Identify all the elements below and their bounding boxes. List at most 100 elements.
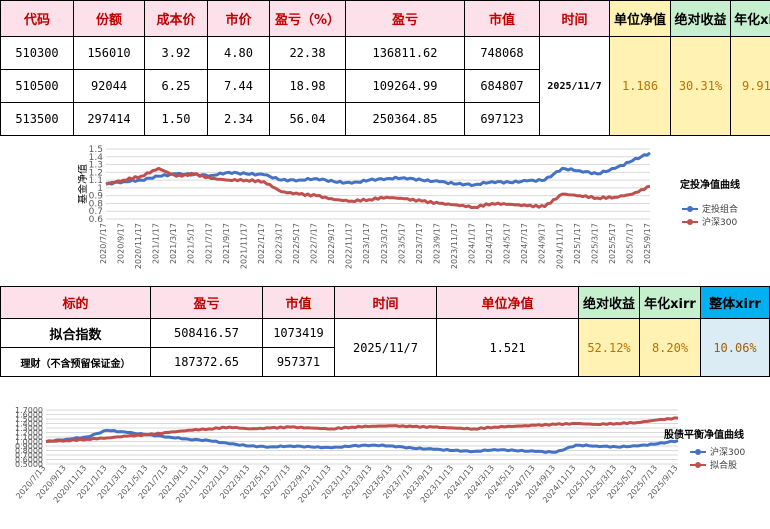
x-tick-label: 2022/7/17 xyxy=(310,223,319,264)
table-row-cell: 92044 xyxy=(73,69,145,103)
y-tick-label: 0.9000 xyxy=(15,442,43,451)
x-tick-label: 2023/7/17 xyxy=(415,223,424,264)
x-tick-label: 2022/9/17 xyxy=(327,223,336,264)
x-tick-label: 2024/5/17 xyxy=(503,223,512,264)
x-tick-label: 2025/5/17 xyxy=(608,223,617,264)
y-tick-label: 1.1 xyxy=(89,176,103,186)
legend-marker xyxy=(695,462,701,468)
table-row-cell: 697123 xyxy=(464,102,540,136)
x-tick-label: 2023/1/17 xyxy=(362,223,371,264)
y-tick-label: 0.7000 xyxy=(15,451,43,460)
y-tick-label: 0.8000 xyxy=(15,447,43,456)
header-abs-return: 绝对收益 xyxy=(670,0,731,37)
x-tick-label: 2024/3/17 xyxy=(485,223,494,264)
x-tick-label: 2021/9/17 xyxy=(222,223,231,264)
table-row-cell: 56.04 xyxy=(269,102,346,136)
y-tick-label: 0.6000 xyxy=(15,456,43,465)
header-pl-pct: 盈亏（%） xyxy=(269,0,346,37)
x-tick-label: 2020/7/17 xyxy=(99,223,108,264)
legend-label: 拟合股 xyxy=(710,459,737,471)
x-tick-label: 2024/11/17 xyxy=(555,223,564,269)
time-value: 2025/11/7 xyxy=(539,36,610,136)
table-row-cell: 18.98 xyxy=(269,69,346,103)
table-row-cell: 2.34 xyxy=(207,102,270,136)
table-row-cell: 4.80 xyxy=(207,36,270,70)
header-market-value: 市值 xyxy=(262,286,335,319)
y-tick-label: 1.7000 xyxy=(15,406,43,415)
y-tick-label: 0.6 xyxy=(89,215,104,225)
x-tick-label: 2024/7/17 xyxy=(520,223,529,264)
y-tick-label: 1.5 xyxy=(89,145,103,155)
header-pl: 盈亏 xyxy=(345,0,465,37)
header-abs-return: 绝对收益 xyxy=(578,286,640,319)
legend-marker xyxy=(687,206,693,212)
table-row-cell: 136811.62 xyxy=(345,36,465,70)
legend-label: 沪深300 xyxy=(710,446,745,458)
header-code: 代码 xyxy=(0,0,74,37)
table-row-cell: 510500 xyxy=(0,69,74,103)
x-tick-label: 2024/1/17 xyxy=(468,223,477,264)
y-tick-label: 1.6000 xyxy=(15,411,43,420)
header-time: 时间 xyxy=(334,286,437,319)
x-tick-label: 2020/11/17 xyxy=(134,223,143,269)
series-line xyxy=(105,166,651,210)
x-tick-label: 2023/5/17 xyxy=(397,223,406,264)
y-tick-label: 1.0000 xyxy=(15,438,43,447)
x-tick-label: 2022/11/17 xyxy=(345,223,354,269)
y-tick-label: 1.4 xyxy=(89,153,104,163)
header-cost: 成本价 xyxy=(144,0,208,37)
table-row-cell: 513500 xyxy=(0,102,74,136)
xirr-value: 8.20% xyxy=(639,318,701,377)
x-tick-label: 2020/9/17 xyxy=(117,223,126,264)
overall-xirr-value: 10.06% xyxy=(700,318,770,377)
header-shares: 份额 xyxy=(73,0,145,37)
table-row-cell: 508416.57 xyxy=(150,318,263,348)
x-tick-label: 2025/3/17 xyxy=(590,223,599,264)
x-tick-label: 2021/1/17 xyxy=(152,223,161,264)
header-price: 市价 xyxy=(207,0,270,37)
balanced-nav-chart: 1.70001.60001.50001.40001.30001.20001.10… xyxy=(0,384,770,529)
y-tick-label: 0.7 xyxy=(89,207,103,217)
row-label-fit-index: 拟合指数 xyxy=(0,318,151,348)
row-label-wealth: 理财（不含预留保证金） xyxy=(0,347,151,377)
table-row-cell: 957371 xyxy=(262,347,335,377)
x-tick-label: 2021/11/17 xyxy=(239,223,248,269)
x-tick-label: 2024/9/17 xyxy=(538,223,547,264)
series-line xyxy=(45,416,679,443)
header-unit-nav: 单位净值 xyxy=(609,0,671,37)
table-row-cell: 297414 xyxy=(73,102,145,136)
y-tick-label: 1.4000 xyxy=(15,420,43,429)
y-tick-label: 1.1000 xyxy=(15,433,43,442)
x-tick-label: 2025/1/17 xyxy=(573,223,582,264)
x-tick-label: 2023/9/17 xyxy=(432,223,441,264)
series-line xyxy=(105,151,651,188)
y-tick-label: 0.9 xyxy=(89,192,104,202)
header-time: 时间 xyxy=(539,0,610,37)
y-tick-label: 0.5000 xyxy=(15,460,43,469)
header-overall-xirr: 整体xirr xyxy=(700,286,770,319)
table-row-cell: 1.50 xyxy=(144,102,208,136)
table-row-cell: 6.25 xyxy=(144,69,208,103)
y-tick-label: 1.2 xyxy=(89,168,103,178)
header-xirr: 年化xirr xyxy=(730,0,770,37)
abs-return-value: 52.12% xyxy=(578,318,640,377)
table-row-cell: 684807 xyxy=(464,69,540,103)
legend-label: 沪深300 xyxy=(702,216,737,228)
x-tick-label: 2023/11/17 xyxy=(450,223,459,269)
x-tick-label: 2022/1/17 xyxy=(257,223,266,264)
x-tick-label: 2022/5/17 xyxy=(292,223,301,264)
table-row-cell: 156010 xyxy=(73,36,145,70)
x-tick-label: 2021/3/17 xyxy=(169,223,178,264)
xirr-value: 9.91% xyxy=(730,36,770,136)
y-tick-label: 1.2000 xyxy=(15,429,43,438)
x-tick-label: 2021/7/17 xyxy=(204,223,213,264)
header-market-value: 市值 xyxy=(464,0,540,37)
chart-title: 定投净值曲线 xyxy=(680,178,740,191)
header-unit-nav: 单位净值 xyxy=(436,286,579,319)
table-row-cell: 22.38 xyxy=(269,36,346,70)
table-row-cell: 187372.65 xyxy=(150,347,263,377)
header-target: 标的 xyxy=(0,286,151,319)
x-tick-label: 2022/3/17 xyxy=(274,223,283,264)
unit-nav-value: 1.521 xyxy=(436,318,579,377)
chart-title: 股债平衡净值曲线 xyxy=(664,428,744,441)
